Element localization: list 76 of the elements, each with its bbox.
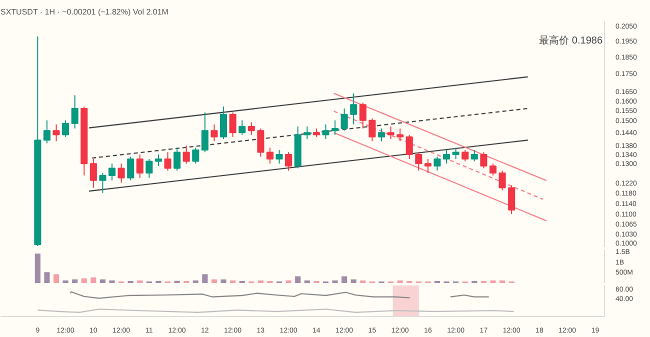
candlestick bbox=[146, 158, 153, 178]
bar bbox=[295, 276, 301, 283]
bar bbox=[211, 279, 218, 283]
bar bbox=[397, 280, 403, 283]
bar bbox=[342, 276, 348, 283]
candlestick bbox=[415, 152, 422, 172]
candlestick bbox=[71, 94, 78, 130]
candlestick bbox=[182, 145, 190, 164]
candlestick bbox=[164, 152, 172, 172]
bar bbox=[34, 254, 40, 283]
bar bbox=[100, 279, 106, 283]
candlestick bbox=[108, 163, 116, 181]
candlestick bbox=[99, 172, 106, 194]
candlestick bbox=[396, 128, 404, 142]
bar bbox=[304, 280, 310, 283]
candlestick bbox=[443, 149, 450, 164]
candlestick bbox=[62, 120, 70, 138]
candlestick bbox=[452, 147, 460, 160]
candlestick bbox=[220, 106, 228, 140]
candlestick bbox=[508, 184, 516, 215]
candlestick bbox=[340, 108, 348, 132]
bar bbox=[81, 278, 87, 283]
bar bbox=[72, 279, 78, 283]
candlestick bbox=[248, 122, 255, 136]
candlestick bbox=[498, 170, 506, 191]
bar bbox=[332, 280, 338, 283]
candlestick bbox=[470, 149, 478, 162]
candlestick bbox=[201, 112, 208, 153]
candlestick bbox=[304, 126, 311, 140]
bar bbox=[499, 280, 506, 283]
candlestick bbox=[322, 124, 330, 140]
candlestick bbox=[90, 158, 97, 188]
candlestick bbox=[406, 134, 413, 160]
candlestick bbox=[285, 152, 292, 172]
candlestick bbox=[378, 128, 386, 142]
bar bbox=[230, 280, 236, 283]
candlestick bbox=[266, 147, 274, 164]
candlestick bbox=[174, 147, 181, 172]
candlestick bbox=[43, 120, 50, 144]
bar bbox=[137, 280, 143, 283]
bar bbox=[192, 280, 198, 283]
candlestick bbox=[127, 156, 134, 181]
candlestick bbox=[387, 126, 394, 140]
candlestick bbox=[359, 102, 366, 130]
bar bbox=[360, 280, 366, 283]
candlestick bbox=[332, 120, 339, 136]
candlestick bbox=[192, 147, 200, 164]
candlestick bbox=[368, 118, 376, 142]
candlestick bbox=[350, 92, 358, 125]
bar bbox=[44, 272, 50, 283]
bar bbox=[90, 277, 96, 283]
candlestick bbox=[489, 163, 497, 176]
candlestick bbox=[434, 156, 441, 172]
bar bbox=[286, 280, 292, 283]
candlestick bbox=[462, 149, 469, 162]
bar bbox=[350, 279, 356, 283]
bar bbox=[490, 280, 496, 283]
bar bbox=[220, 279, 226, 283]
candlestick bbox=[229, 112, 236, 138]
chart-title: SXTUSDT · 1H · −0.00201 (−1.82%) Vol 2.01M bbox=[0, 8, 169, 16]
annotation: 最高价 0.1986 bbox=[539, 34, 603, 46]
candlestick bbox=[257, 128, 264, 158]
candlestick bbox=[424, 158, 432, 174]
candlestick bbox=[52, 124, 60, 142]
bar bbox=[202, 274, 208, 283]
candlestick bbox=[118, 163, 125, 184]
candlestick bbox=[210, 124, 218, 142]
candlestick bbox=[238, 120, 246, 136]
bar bbox=[62, 280, 68, 283]
candlestick bbox=[154, 154, 162, 166]
bar bbox=[109, 280, 115, 283]
bar bbox=[258, 280, 264, 283]
candlestick bbox=[276, 149, 283, 164]
candlestick bbox=[480, 152, 488, 169]
bar bbox=[53, 274, 60, 283]
candlestick bbox=[136, 154, 144, 178]
